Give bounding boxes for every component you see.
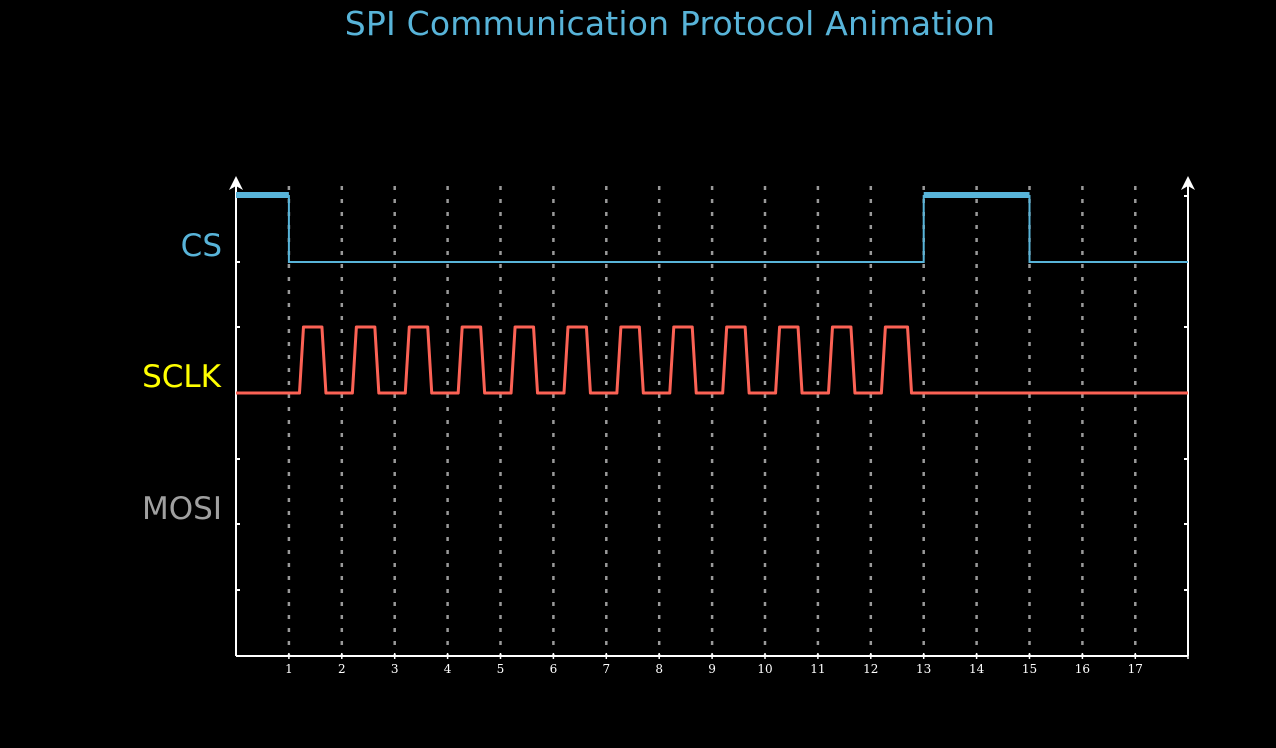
- x-tick-label: 9: [708, 662, 716, 676]
- x-tick-labels: 1 2 3 4 5 6 7 8 9 10 11 12 13 14 15 16 17: [285, 662, 1143, 676]
- x-tick-label: 7: [602, 662, 610, 676]
- grid-lines: [287, 186, 1137, 656]
- cs-waveform: [236, 195, 1188, 263]
- right-axis-arrow-icon: [1181, 176, 1195, 190]
- x-tick-label: 5: [497, 662, 505, 676]
- x-tick-label: 2: [338, 662, 346, 676]
- x-tick-label: 11: [810, 662, 825, 676]
- signal-label-sclk: SCLK: [142, 359, 221, 395]
- axes: [229, 176, 1195, 659]
- x-tick-label: 14: [969, 662, 985, 676]
- x-tick-label: 6: [550, 662, 558, 676]
- x-tick-label: 10: [757, 662, 772, 676]
- x-tick-label: 1: [285, 662, 293, 676]
- x-tick-label: 17: [1128, 662, 1143, 676]
- left-axis-arrow-icon: [229, 176, 243, 190]
- x-tick-label: 3: [391, 662, 399, 676]
- x-tick-label: 16: [1075, 662, 1090, 676]
- x-tick-label: 15: [1022, 662, 1037, 676]
- x-tick-label: 13: [916, 662, 931, 676]
- x-tick-label: 8: [655, 662, 663, 676]
- sclk-waveform: [236, 325, 1188, 395]
- signal-label-mosi: MOSI: [142, 491, 222, 527]
- waveforms: [236, 192, 1188, 395]
- x-tick-label: 12: [863, 662, 878, 676]
- x-tick-label: 4: [444, 662, 452, 676]
- signal-label-cs: CS: [180, 228, 222, 264]
- diagram-title: SPI Communication Protocol Animation: [344, 4, 996, 43]
